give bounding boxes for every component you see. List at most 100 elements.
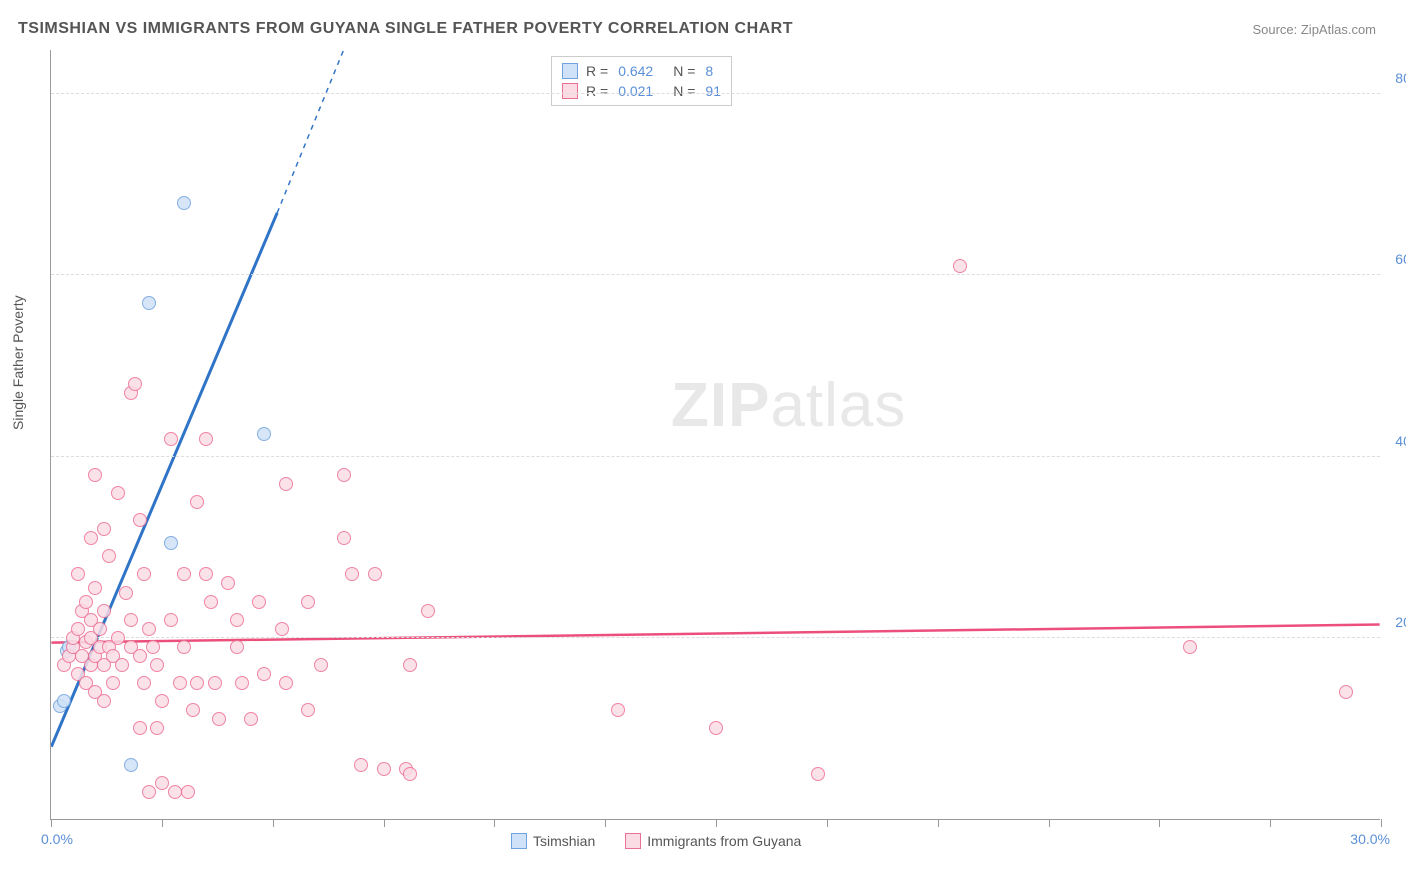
x-tick (1381, 819, 1382, 827)
legend-stat-row: R = 0.021 N = 91 (562, 81, 721, 101)
y-tick-label: 80.0% (1395, 70, 1406, 86)
source-label: Source: ZipAtlas.com (1252, 22, 1376, 37)
data-point (181, 785, 195, 799)
data-point (345, 567, 359, 581)
x-tick (384, 819, 385, 827)
data-point (133, 513, 147, 527)
data-point (164, 432, 178, 446)
data-point (403, 658, 417, 672)
x-axis-max-label: 30.0% (1350, 831, 1390, 847)
data-point (368, 567, 382, 581)
data-point (811, 767, 825, 781)
data-point (164, 536, 178, 550)
data-point (88, 581, 102, 595)
data-point (146, 640, 160, 654)
data-point (1183, 640, 1197, 654)
data-point (71, 567, 85, 581)
data-point (204, 595, 218, 609)
x-tick (494, 819, 495, 827)
gridline-h (51, 456, 1380, 457)
data-point (337, 468, 351, 482)
data-point (235, 676, 249, 690)
n-value: 91 (705, 83, 721, 99)
data-point (133, 649, 147, 663)
data-point (93, 622, 107, 636)
data-point (115, 658, 129, 672)
data-point (177, 196, 191, 210)
data-point (106, 676, 120, 690)
data-point (57, 694, 71, 708)
y-tick-label: 60.0% (1395, 251, 1406, 267)
legend-label: Immigrants from Guyana (647, 833, 801, 849)
data-point (337, 531, 351, 545)
data-point (142, 785, 156, 799)
x-tick (605, 819, 606, 827)
data-point (611, 703, 625, 717)
data-point (257, 667, 271, 681)
plot-area: ZIPatlas R =0.642N =8R =0.021N =91 0.0% … (50, 50, 1380, 820)
data-point (119, 586, 133, 600)
x-tick (1159, 819, 1160, 827)
n-label: N = (673, 83, 695, 99)
data-point (142, 622, 156, 636)
r-label: R = (586, 63, 608, 79)
data-point (301, 703, 315, 717)
x-tick (716, 819, 717, 827)
data-point (150, 658, 164, 672)
data-point (244, 712, 258, 726)
data-point (168, 785, 182, 799)
r-value: 0.021 (618, 83, 653, 99)
data-point (111, 631, 125, 645)
watermark-zip: ZIP (671, 371, 770, 440)
x-tick (1270, 819, 1271, 827)
data-point (137, 676, 151, 690)
data-point (177, 567, 191, 581)
legend-series: Tsimshian Immigrants from Guyana (511, 833, 801, 849)
data-point (199, 432, 213, 446)
data-point (97, 694, 111, 708)
data-point (421, 604, 435, 618)
r-value: 0.642 (618, 63, 653, 79)
data-point (88, 468, 102, 482)
data-point (403, 767, 417, 781)
legend-label: Tsimshian (533, 833, 595, 849)
y-tick-label: 40.0% (1395, 433, 1406, 449)
data-point (124, 613, 138, 627)
data-point (354, 758, 368, 772)
data-point (301, 595, 315, 609)
data-point (111, 486, 125, 500)
n-value: 8 (705, 63, 713, 79)
data-point (190, 495, 204, 509)
data-point (173, 676, 187, 690)
data-point (133, 721, 147, 735)
data-point (257, 427, 271, 441)
data-point (97, 522, 111, 536)
trend-lines (51, 50, 1380, 819)
data-point (97, 604, 111, 618)
data-point (221, 576, 235, 590)
x-axis-min-label: 0.0% (41, 831, 73, 847)
data-point (186, 703, 200, 717)
data-point (177, 640, 191, 654)
data-point (155, 776, 169, 790)
legend-swatch (562, 63, 578, 79)
data-point (124, 758, 138, 772)
x-tick (938, 819, 939, 827)
r-label: R = (586, 83, 608, 99)
gridline-h (51, 637, 1380, 638)
y-tick-label: 20.0% (1395, 614, 1406, 630)
gridline-h (51, 274, 1380, 275)
gridline-h (51, 93, 1380, 94)
chart-title: TSIMSHIAN VS IMMIGRANTS FROM GUYANA SING… (18, 20, 793, 38)
watermark: ZIPatlas (671, 370, 906, 441)
data-point (212, 712, 226, 726)
legend-swatch (511, 833, 527, 849)
data-point (279, 676, 293, 690)
legend-item: Tsimshian (511, 833, 595, 849)
data-point (252, 595, 266, 609)
data-point (71, 622, 85, 636)
data-point (102, 549, 116, 563)
data-point (953, 259, 967, 273)
legend-swatch (562, 83, 578, 99)
legend-item: Immigrants from Guyana (625, 833, 801, 849)
